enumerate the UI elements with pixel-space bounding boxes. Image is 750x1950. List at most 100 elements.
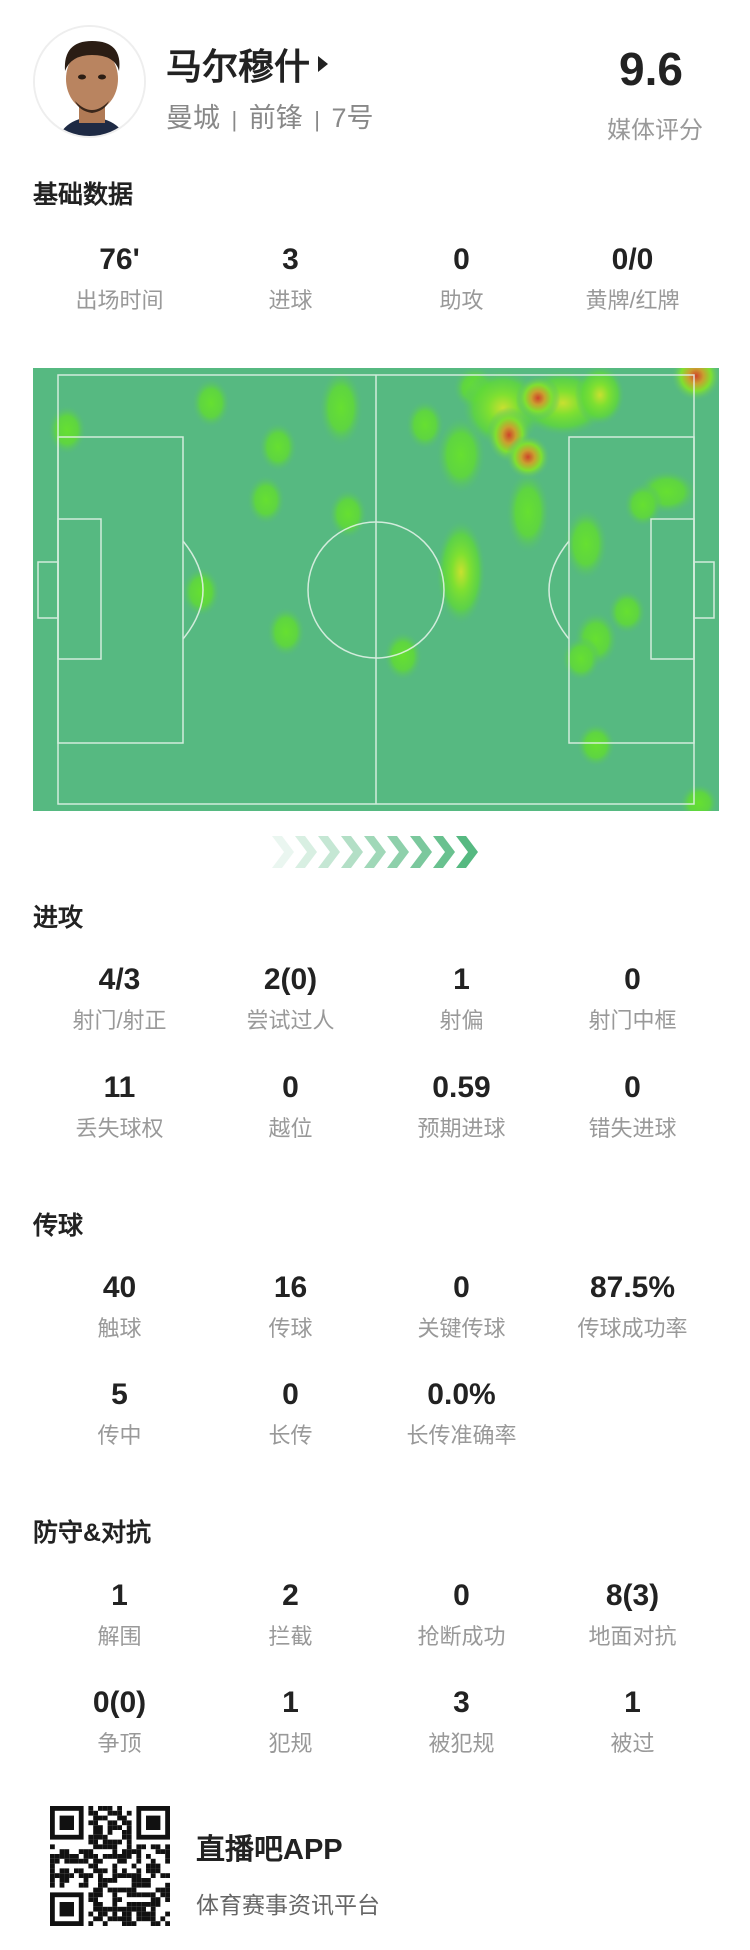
heatmap-blob	[181, 566, 221, 618]
chevron-right-icon	[410, 836, 432, 868]
stat-item: 0 关键传球	[376, 1266, 547, 1373]
stats-row: 1 解围 2 拦截 0 抢断成功 8(3) 地面对抗	[34, 1574, 718, 1681]
section-title: 防守&对抗	[33, 1519, 152, 1547]
stat-item: 5 传中	[34, 1373, 205, 1480]
stat-value: 1	[624, 1686, 641, 1719]
stat-label: 争顶	[97, 1731, 142, 1756]
stat-item: 0 越位	[205, 1066, 376, 1173]
stat-label: 长传准确率	[406, 1423, 517, 1448]
stat-label: 被犯规	[428, 1731, 495, 1756]
chevron-right-icon	[364, 836, 386, 868]
heatmap-blob	[435, 518, 487, 626]
stat-label: 解围	[97, 1624, 142, 1649]
heatmap-pitch	[33, 350, 722, 823]
chevron-right-icon	[295, 836, 317, 868]
stat-value: 3	[453, 1686, 470, 1719]
stats-row: 40 触球 16 传球 0 关键传球 87.5% 传球成功率	[34, 1266, 718, 1373]
stat-value: 1	[111, 1579, 128, 1612]
stat-value: 0	[453, 1579, 470, 1612]
player-info: 曼城 | 前锋 | 7号	[166, 103, 374, 133]
stat-value: 40	[102, 1271, 137, 1304]
stat-item: 3 被犯规	[376, 1681, 547, 1788]
stat-label: 被过	[610, 1731, 655, 1756]
heatmap-blob	[328, 488, 368, 540]
player-name: 马尔穆什	[166, 46, 311, 87]
stat-value: 2	[282, 1579, 299, 1612]
stat-value: 0.59	[432, 1071, 491, 1104]
heatmap-blob	[563, 507, 609, 581]
stat-label: 地面对抗	[588, 1624, 677, 1649]
stat-value: 0	[624, 963, 641, 996]
player-team: 曼城	[166, 103, 220, 133]
chevron-right-icon	[318, 836, 340, 868]
stat-value: 1	[453, 963, 470, 996]
heatmap-blob	[561, 636, 601, 682]
stat-value: 11	[103, 1071, 136, 1104]
chevron-right-icon	[341, 836, 363, 868]
stat-label: 出场时间	[75, 288, 164, 313]
stat-label: 尝试过人	[246, 1008, 335, 1033]
stats-row: 0(0) 争顶 1 犯规 3 被犯规 1 被过	[34, 1681, 718, 1788]
section-title: 基础数据	[33, 181, 134, 209]
stat-value: 3	[282, 243, 299, 276]
chevron-right-icon	[456, 836, 478, 868]
stat-item: 1 犯规	[205, 1681, 376, 1788]
stat-label: 抢断成功	[417, 1624, 506, 1649]
player-name-link[interactable]: 马尔穆什	[166, 38, 329, 90]
stat-value: 0	[624, 1071, 641, 1104]
stats-row: 4/3 射门/射正 2(0) 尝试过人 1 射偏 0 射门中框	[34, 958, 718, 1065]
stat-label: 丢失球权	[75, 1116, 164, 1141]
heatmap-blob	[623, 482, 663, 528]
stat-label: 射门/射正	[72, 1008, 167, 1033]
stat-label: 触球	[97, 1316, 142, 1341]
section-title: 传球	[33, 1212, 84, 1240]
stat-value: 16	[273, 1271, 308, 1304]
stat-value: 0	[453, 1271, 470, 1304]
heatmap-blob	[574, 364, 626, 426]
app-name: 直播吧APP	[196, 1834, 343, 1866]
heatmap-blob	[258, 421, 298, 473]
heatmap-blob	[266, 606, 306, 658]
stat-item: 0/0 黄牌/红牌	[547, 238, 718, 345]
stat-value: 0/0	[611, 243, 654, 276]
heatmap-blob	[607, 589, 647, 635]
stat-value: 5	[111, 1378, 128, 1411]
stat-value: 1	[282, 1686, 299, 1719]
media-rating: 9.6	[619, 43, 683, 95]
stat-label: 进球	[268, 288, 313, 313]
heatmap-blob	[405, 399, 445, 451]
stat-label: 黄牌/红牌	[585, 288, 680, 313]
stat-value: 0(0)	[92, 1686, 147, 1719]
qr-code-icon	[50, 1806, 170, 1926]
heatmap-blob	[670, 350, 722, 402]
heatmap-blob	[505, 470, 551, 554]
stat-label: 关键传球	[417, 1316, 506, 1341]
stats-row: 76' 出场时间 3 进球 0 助攻 0/0 黄牌/红牌	[34, 238, 718, 345]
stats-row: 11 丢失球权 0 越位 0.59 预期进球 0 错失进球	[34, 1066, 718, 1173]
heatmap-blob	[318, 368, 364, 448]
stat-item: 0 射门中框	[547, 958, 718, 1065]
stat-item: 1 被过	[547, 1681, 718, 1788]
stat-item: 0 错失进球	[547, 1066, 718, 1173]
player-number: 7号	[331, 103, 374, 133]
stat-item: 2(0) 尝试过人	[205, 958, 376, 1065]
player-position: 前锋	[248, 103, 303, 133]
heatmap-blob	[576, 722, 616, 768]
stat-item: 0 长传	[205, 1373, 376, 1480]
heatmap-blob	[505, 434, 551, 480]
stat-item: 87.5% 传球成功率	[547, 1266, 718, 1373]
chevron-right-icon	[272, 836, 294, 868]
heatmap-blob	[47, 404, 87, 456]
section-title: 进攻	[33, 904, 84, 932]
app-tagline: 体育赛事资讯平台	[196, 1892, 380, 1918]
stat-value: 0.0%	[427, 1378, 496, 1411]
stat-value: 0	[453, 243, 470, 276]
stat-item: 2 拦截	[205, 1574, 376, 1681]
media-rating-label: 媒体评分	[607, 117, 703, 144]
stat-item: 76' 出场时间	[34, 238, 205, 345]
stat-label: 助攻	[439, 288, 484, 313]
stat-label: 传球	[268, 1316, 313, 1341]
stat-item: 0 抢断成功	[376, 1574, 547, 1681]
heatmap-blob	[515, 375, 561, 421]
stat-value: 0	[282, 1378, 299, 1411]
